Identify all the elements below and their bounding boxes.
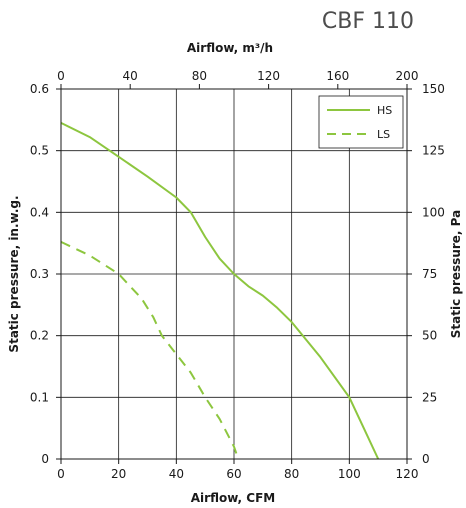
- grid: [61, 89, 407, 459]
- top-axis-title: Airflow, m³/h: [187, 41, 273, 55]
- bottom-tick-label: 40: [169, 467, 184, 481]
- left-tick-label: 0.5: [30, 144, 49, 158]
- legend: HS LS: [318, 95, 404, 149]
- bottom-tick-label: 0: [57, 467, 65, 481]
- series-lines: [60, 122, 380, 460]
- bottom-axis-title: Airflow, CFM: [191, 491, 275, 505]
- top-tick-label: 0: [57, 69, 65, 83]
- chart-title: CBF 110: [322, 9, 414, 34]
- right-tick-label: 75: [422, 267, 437, 281]
- right-tick-label: 0: [422, 452, 430, 466]
- left-tick-label: 0.6: [30, 82, 49, 96]
- bottom-tick-label: 60: [226, 467, 241, 481]
- left-tick-label: 0.1: [30, 390, 49, 404]
- right-tick-label: 150: [422, 82, 445, 96]
- plot-frame: [60, 88, 408, 460]
- bottom-tick-label: 120: [396, 467, 419, 481]
- left-tick-label: 0.2: [30, 329, 49, 343]
- top-tick-label: 40: [123, 69, 138, 83]
- bottom-tick-label: 20: [111, 467, 126, 481]
- right-axis-title: Static pressure, Pa: [449, 210, 463, 338]
- top-tick-label: 80: [192, 69, 207, 83]
- bottom-tick-label: 100: [338, 467, 361, 481]
- legend-box: [318, 95, 404, 149]
- right-tick-label: 25: [422, 390, 437, 404]
- bottom-tick-label: 80: [284, 467, 299, 481]
- left-tick-label: 0: [41, 452, 49, 466]
- right-tick-label: 50: [422, 329, 437, 343]
- left-axis-title: Static pressure, in.w.g.: [7, 195, 21, 352]
- legend-label-hs: HS: [377, 104, 392, 117]
- top-tick-label: 200: [396, 69, 419, 83]
- left-tick-label: 0.4: [30, 205, 49, 219]
- series-line-ls: [60, 240, 240, 460]
- right-tick-label: 125: [422, 144, 445, 158]
- legend-label-ls: LS: [377, 128, 390, 141]
- top-tick-label: 160: [326, 69, 349, 83]
- series-line-hs: [60, 122, 380, 460]
- left-tick-label: 0.3: [30, 267, 49, 281]
- right-tick-label: 100: [422, 205, 445, 219]
- top-tick-label: 120: [257, 69, 280, 83]
